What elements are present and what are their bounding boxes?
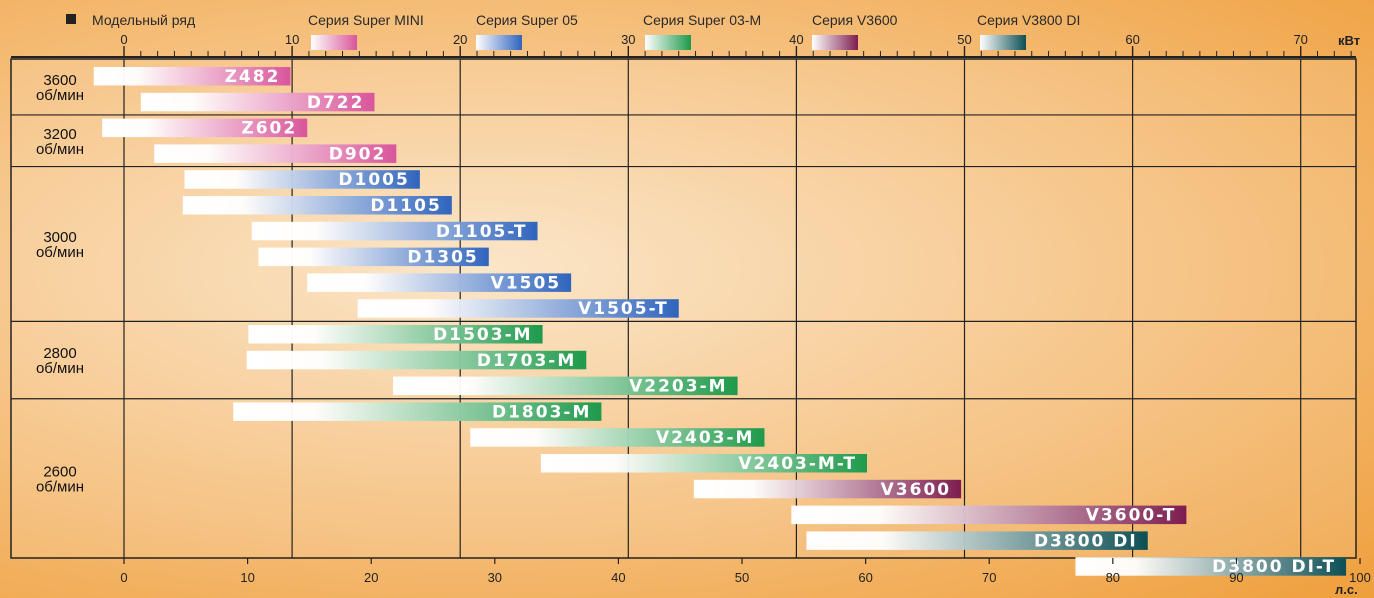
rpm-unit: об/мин: [36, 141, 84, 158]
axis-top-tick-label: 70: [1293, 32, 1307, 47]
rpm-value: 3600: [43, 72, 76, 89]
legend-label-super03m: Серия Super 03-M: [643, 12, 761, 28]
axis-bottom-unit: л.с.: [1335, 582, 1358, 597]
legend-label-super05: Серия Super 05: [476, 12, 578, 28]
bar-label: V1505-T: [578, 299, 669, 319]
group-separators: [11, 114, 1356, 400]
bar-d1105-t: [251, 221, 538, 241]
rpm-value: 3000: [43, 229, 76, 246]
bar-label: D1005: [338, 170, 409, 190]
bar-label: D1105: [370, 196, 441, 216]
bar-label: D1803-M: [492, 402, 591, 422]
axis-bottom-tick-label: 90: [1229, 570, 1243, 585]
rpm-unit: об/мин: [36, 360, 84, 377]
bar-d1703-m: [246, 350, 587, 370]
axis-bottom-tick-label: 0: [120, 570, 127, 585]
bar-d3800-di-t: [1075, 557, 1347, 576]
legend-swatch-v3800: [980, 35, 1026, 50]
axis-bottom-tick-label: 100: [1349, 570, 1371, 585]
bar-label: V3600: [881, 480, 951, 500]
legend-marker-square: [66, 14, 76, 24]
axis-top-tick-label: 20: [453, 32, 467, 47]
bar-v1505: [307, 273, 572, 292]
bar-v3600-t: [791, 505, 1187, 525]
bar-label: D1503-M: [433, 325, 532, 345]
bar-label: D902: [329, 144, 387, 164]
bar-z602: [102, 118, 308, 138]
bar-d1105: [182, 196, 452, 215]
axis-bottom-tick-label: 50: [735, 570, 749, 585]
bar-label: V2203-M: [629, 377, 727, 397]
legend-label-supermini: Серия Super MINI: [308, 12, 424, 28]
legend-series-group: Серия Super MINI Серия Super 05 Серия Supe…: [308, 12, 1080, 50]
bar-label: V3600-T: [1086, 506, 1177, 526]
legend-swatch-super05: [476, 35, 522, 50]
model-bars: Z482 D722 Z602 D902 D1005 D1105 D1105-T D1305 V1…: [93, 67, 1347, 577]
legend-label-v3800: Серия V3800 DI: [977, 12, 1080, 28]
bar-v2403-m-t: [540, 454, 868, 473]
axis-top-unit: кВт: [1338, 33, 1360, 48]
bar-z482: [93, 67, 291, 86]
bar-label: Z482: [225, 67, 281, 87]
legend-swatch-supermini: [311, 35, 357, 50]
bar-label: D722: [307, 93, 365, 113]
bar-d902: [154, 144, 397, 163]
legend-marker-label: Модельный ряд: [92, 12, 195, 28]
legend-swatch-super03m: [645, 35, 691, 50]
bar-v1505-t: [357, 299, 679, 318]
bar-d1503-m: [248, 325, 543, 344]
legend: Модельный ряд Серия Super MINI Серия Supe…: [66, 12, 1080, 50]
axis-bottom-tick-label: 10: [240, 570, 254, 585]
bar-label: V2403-M-T: [738, 454, 857, 474]
gridlines: [123, 59, 1302, 558]
bar-label: D3800 DI: [1034, 531, 1138, 551]
legend-swatch-v3600: [812, 35, 858, 50]
rpm-value: 3200: [43, 126, 76, 143]
axis-bottom-hp: 0 10 20 30 40 50 60 70 80 90 100: [120, 558, 1371, 585]
axis-top-kw: 0 10 20 30 40 50 60 70: [11, 32, 1356, 58]
rpm-unit: об/мин: [36, 478, 84, 495]
bar-label: V1505: [491, 273, 561, 293]
rpm-labels: 3600об/мин3200об/мин3000об/мин2800об/мин…: [36, 72, 84, 495]
rpm-unit: об/мин: [36, 244, 84, 261]
plot-frame: [10, 58, 1357, 559]
bar-label: D1703-M: [477, 351, 576, 371]
plot-area: 3600об/мин3200об/мин3000об/мин2800об/мин…: [10, 58, 1357, 577]
rpm-unit: об/мин: [36, 87, 84, 104]
axis-bottom-tick-label: 60: [858, 570, 872, 585]
bar-label: Z602: [241, 119, 297, 139]
axis-bottom-tick-label: 40: [611, 570, 625, 585]
bar-label: D1105-T: [436, 222, 528, 242]
bar-d3800-di: [806, 531, 1148, 550]
legend-label-v3600: Серия V3600: [812, 12, 898, 28]
bar-v2203-m: [392, 376, 738, 396]
axis-top-tick-label: 10: [285, 32, 299, 47]
axis-bottom-tick-label: 20: [364, 570, 378, 585]
axis-top-tick-label: 0: [120, 32, 127, 47]
bar-label: D1305: [407, 248, 478, 268]
rpm-value: 2600: [43, 463, 76, 480]
axis-bottom-tick-label: 30: [488, 570, 502, 585]
rpm-value: 2800: [43, 345, 76, 362]
bar-label: D3800 DI-T: [1212, 557, 1336, 577]
bar-d1803-m: [233, 402, 602, 421]
bar-v2403-m: [470, 428, 765, 447]
axis-top-tick-label: 30: [621, 32, 635, 47]
bar-v3600: [693, 479, 962, 499]
axis-bottom-tick-label: 80: [1106, 570, 1120, 585]
axis-bottom-tick-label: 70: [982, 570, 996, 585]
axis-top-tick-label: 50: [957, 32, 971, 47]
axis-top-tick-label: 40: [789, 32, 803, 47]
bar-d1005: [184, 170, 420, 189]
bar-d1305: [258, 247, 489, 267]
axis-top-tick-label: 60: [1125, 32, 1139, 47]
bar-label: V2403-M: [656, 428, 754, 448]
bar-d722: [140, 92, 375, 112]
